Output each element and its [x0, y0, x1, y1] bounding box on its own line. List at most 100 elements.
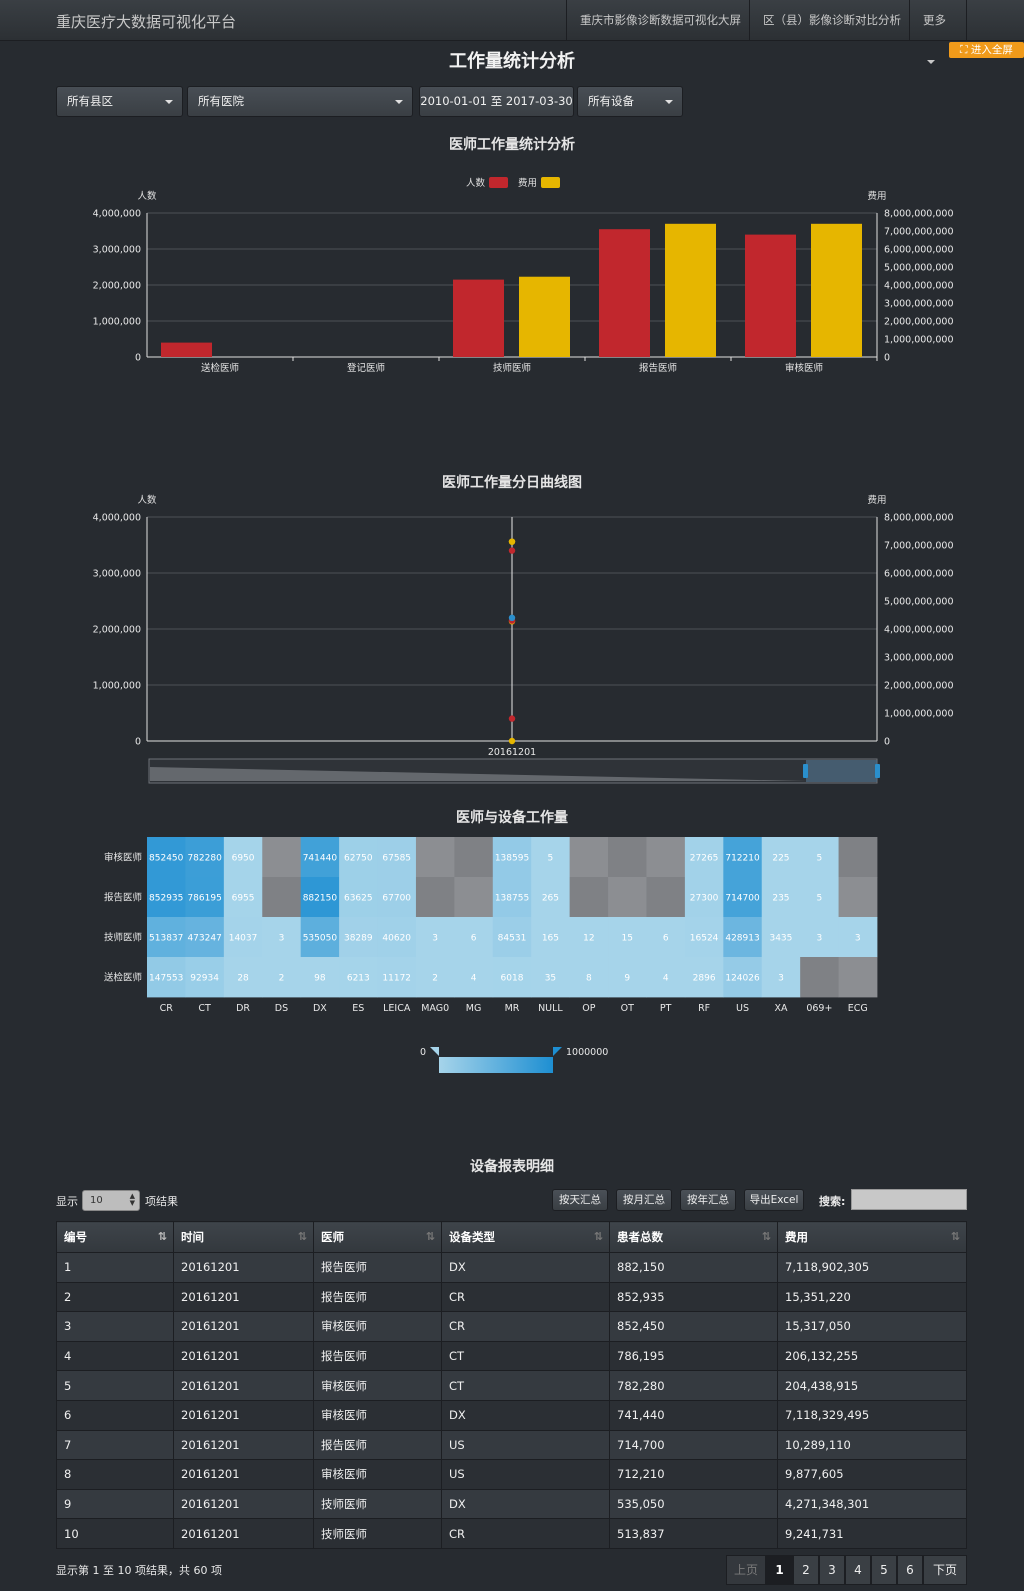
heatmap-cell: [800, 837, 839, 878]
heatmap-cell: [569, 837, 609, 878]
heatmap-cell: [838, 957, 878, 998]
heatmap-cell-label: 513837: [149, 934, 183, 944]
cell-id: 1: [56, 1252, 174, 1283]
heatmap-cell-label: 6: [663, 934, 669, 944]
page-length-select[interactable]: 10 ▲ ▼: [82, 1190, 140, 1211]
table-row[interactable]: 9 20161201 技师医师 DX 535,050 4,271,348,301: [56, 1488, 967, 1520]
search-label: 搜索:: [819, 1195, 846, 1208]
x-tick-label: 送检医师: [201, 362, 239, 374]
datazoom-handle-right: [875, 764, 880, 778]
legend-swatch: [489, 177, 508, 188]
heatmap-cell: [761, 917, 801, 958]
pager-page-3[interactable]: 3: [819, 1555, 845, 1585]
heatmap-cell: [684, 877, 724, 918]
date-range-picker[interactable]: 2010-01-01 至 2017-03-30: [419, 86, 574, 117]
cell-patients: 782,280: [609, 1370, 778, 1401]
heatmap-cell-label: 16524: [690, 934, 719, 944]
table-row[interactable]: 6 20161201 审核医师 DX 741,440 7,118,329,495: [56, 1399, 967, 1431]
y-tick-label: 2,000,000: [93, 281, 141, 292]
heatmap-cell: [492, 837, 532, 878]
fullscreen-button[interactable]: ⛶ 进入全屏: [949, 42, 1024, 58]
monthly-summary-button[interactable]: 按月汇总: [616, 1189, 672, 1211]
cell-time: 20161201: [173, 1311, 314, 1342]
county-select[interactable]: 所有县区: [56, 86, 183, 117]
table-row[interactable]: 3 20161201 审核医师 CR 852,450 15,317,050: [56, 1311, 967, 1342]
heatmap-cell-label: 2896: [693, 974, 716, 984]
pager-page-6[interactable]: 6: [897, 1555, 923, 1585]
cell-patients: 786,195: [609, 1340, 778, 1372]
heatmap-cell: [531, 837, 571, 878]
heatmap-cell-label: 98: [314, 974, 326, 984]
daily-summary-button[interactable]: 按天汇总: [552, 1189, 608, 1211]
nav-link-county-compare[interactable]: 区（县）影像诊断对比分析: [749, 0, 914, 41]
y-tick-label: 0: [135, 737, 141, 748]
col-header-label: 费用: [785, 1230, 808, 1244]
data-point: [508, 715, 516, 722]
cell-time: 20161201: [173, 1281, 314, 1313]
heatmap-cell-label: 5: [817, 854, 823, 864]
cell-time: 20161201: [173, 1429, 314, 1461]
pager-page-5[interactable]: 5: [871, 1555, 897, 1585]
nav-link-dashboard[interactable]: 重庆市影像诊断数据可视化大屏: [566, 0, 754, 41]
sort-icon: ⇅: [761, 1230, 771, 1243]
nav-more-dropdown[interactable]: 更多: [909, 0, 967, 64]
table-row[interactable]: 2 20161201 报告医师 CR 852,935 15,351,220: [56, 1281, 967, 1313]
table-row[interactable]: 7 20161201 报告医师 US 714,700 10,289,110: [56, 1429, 967, 1461]
pager-page-4[interactable]: 4: [845, 1555, 871, 1585]
heatmap-cell-label: 786195: [187, 894, 221, 904]
device-report-table: 编号 ⇅ 时间 ⇅ 医师 ⇅ 设备类型 ⇅ 患者总数 ⇅ 费用 ⇅ 1 20161201 报告医…: [56, 1221, 967, 1549]
col-header-time[interactable]: 时间 ⇅: [173, 1221, 314, 1253]
search-input[interactable]: [851, 1189, 967, 1210]
export-excel-button[interactable]: 导出Excel: [744, 1189, 804, 1211]
cell-device: CR: [441, 1281, 610, 1313]
col-header-device-type[interactable]: 设备类型 ⇅: [441, 1221, 610, 1253]
y-right-tick-label: 6,000,000,000: [884, 569, 954, 580]
table-row[interactable]: 4 20161201 报告医师 CT 786,195 206,132,255: [56, 1340, 967, 1372]
heatmap-cell-label: 265: [542, 894, 559, 904]
cell-id: 9: [56, 1488, 174, 1520]
heatmap-cell: [262, 917, 302, 958]
heatmap-cell: [185, 957, 225, 998]
heatmap-cell-label: 5: [548, 854, 554, 864]
pager-page-1[interactable]: 1: [766, 1555, 793, 1585]
cell-doctor: 报告医师: [313, 1252, 442, 1283]
heatmap-cell: [684, 837, 724, 878]
heatmap-cell-label: 852450: [149, 854, 184, 864]
cell-patients: 712,210: [609, 1459, 778, 1490]
heatmap-x-label: OP: [582, 1003, 595, 1014]
table-row[interactable]: 8 20161201 审核医师 US 712,210 9,877,605: [56, 1459, 967, 1490]
bar-chart-title: 医师工作量统计分析: [449, 137, 575, 153]
heatmap-cell-label: 12: [583, 934, 594, 944]
pager-page-2[interactable]: 2: [793, 1555, 819, 1585]
cell-time: 20161201: [173, 1340, 314, 1372]
col-header-cost[interactable]: 费用 ⇅: [777, 1221, 967, 1253]
cell-patients: 535,050: [609, 1488, 778, 1520]
pager-prev-button[interactable]: 上页: [726, 1555, 766, 1585]
heatmap-y-label: 报告医师: [104, 892, 142, 904]
table-row[interactable]: 5 20161201 审核医师 CT 782,280 204,438,915: [56, 1370, 967, 1401]
y-tick-label: 3,000,000: [93, 569, 141, 580]
col-header-doctor[interactable]: 医师 ⇅: [313, 1221, 442, 1253]
table-row[interactable]: 1 20161201 报告医师 DX 882,150 7,118,902,305: [56, 1252, 967, 1283]
heatmap-x-label: NULL: [538, 1003, 563, 1014]
heatmap-x-label: CR: [160, 1003, 174, 1014]
device-select[interactable]: 所有设备: [577, 86, 683, 117]
heatmap-cell: [569, 957, 609, 998]
col-header-patients[interactable]: 患者总数 ⇅: [609, 1221, 778, 1253]
table-row[interactable]: 10 20161201 技师医师 CR 513,837 9,241,731: [56, 1518, 967, 1549]
heatmap-cell: [838, 837, 878, 878]
yearly-summary-button[interactable]: 按年汇总: [680, 1189, 736, 1211]
heatmap-cell: [761, 957, 801, 998]
brand-title[interactable]: 重庆医疗大数据可视化平台: [56, 13, 237, 31]
col-header-id[interactable]: 编号 ⇅: [56, 1221, 174, 1253]
heatmap-cell: [415, 877, 455, 918]
visual-map-max-label: 1000000: [566, 1047, 608, 1058]
hospital-select-value: 所有医院: [198, 94, 244, 108]
bar-cost: [519, 276, 570, 357]
y-tick-label: 1,000,000: [93, 681, 141, 692]
pager-next-button[interactable]: 下页: [923, 1555, 967, 1585]
legend-swatch: [541, 177, 560, 188]
cell-id: 5: [56, 1370, 174, 1401]
heatmap-cell: [300, 877, 340, 918]
hospital-select[interactable]: 所有医院: [187, 86, 413, 117]
